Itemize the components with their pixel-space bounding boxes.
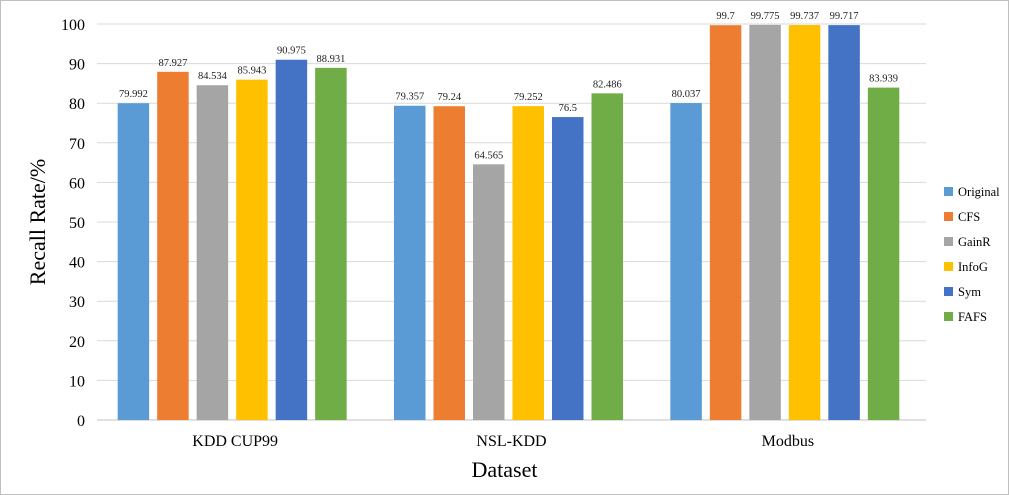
legend-swatch-cfs [944,212,953,221]
legend-swatch-fafs [944,312,953,321]
legend: Original CFS GainR InfoG Sym FAFS [944,185,1000,324]
data-label: 79.252 [514,92,543,103]
bar-sym-2 [552,117,584,420]
legend-label: Original [958,185,1000,199]
bar-infog-1 [236,79,268,421]
x-category-label: Modbus [762,433,814,450]
data-label: 79.357 [395,92,424,103]
bars [117,24,900,421]
legend-label: CFS [958,210,980,224]
bar-infog-3 [788,25,821,421]
data-label: 99.717 [830,11,859,22]
data-label: 83.939 [869,74,898,85]
bar-cfs-2 [433,106,465,421]
legend-swatch-gainr [944,237,953,246]
y-axis-title: Recall Rate/% [25,159,50,285]
data-label: 99.775 [751,11,780,22]
bar-infog-2 [512,106,544,420]
y-tick-label: 10 [69,373,85,390]
bar-original-1 [117,103,150,420]
bar-fafs-2 [591,93,623,420]
y-tick-label: 70 [69,136,85,153]
legend-swatch-original [944,187,953,196]
data-label: 64.565 [474,150,503,161]
bar-gainr-2 [473,164,505,420]
bar-cfs-3 [709,25,742,421]
legend-label: GainR [958,235,991,249]
data-label: 76.5 [559,103,577,114]
y-axis-ticks: 0 10 20 30 40 50 60 70 80 90 100 [61,17,85,430]
legend-swatch-sym [944,287,953,296]
y-tick-label: 100 [61,17,85,34]
x-category-label: NSL-KDD [476,433,546,450]
data-label: 88.931 [316,54,345,65]
legend-label: InfoG [958,260,988,274]
bar-original-3 [670,103,702,421]
y-tick-label: 80 [69,96,85,113]
data-label: 99.737 [790,11,819,22]
data-label: 85.943 [237,66,266,77]
data-label: 80.037 [672,89,701,100]
legend-swatch-infog [944,262,953,271]
y-tick-label: 50 [69,215,85,232]
bar-original-2 [394,105,426,420]
y-tick-label: 40 [69,255,85,272]
bar-cfs-1 [157,71,189,420]
x-category-label: KDD CUP99 [192,433,278,450]
data-label: 90.975 [277,46,306,57]
bar-fafs-1 [315,67,347,420]
x-axis-title: Dataset [472,457,538,482]
x-axis-categories: KDD CUP99 NSL-KDD Modbus [192,433,814,450]
bar-gainr-1 [196,85,229,420]
bar-fafs-3 [867,87,900,420]
data-label: 99.7 [716,11,734,22]
bar-gainr-3 [749,24,781,421]
data-labels: 79.992 87.927 84.534 85.943 90.975 88.931 79.3… [119,11,898,161]
y-tick-label: 0 [77,413,85,430]
data-label: 84.534 [198,71,228,82]
data-label: 82.486 [593,79,622,90]
bar-sym-1 [275,59,308,420]
legend-label: FAFS [958,310,987,324]
gridlines [97,23,926,421]
data-label: 87.927 [158,58,187,69]
data-label: 79.992 [119,89,148,100]
y-tick-label: 90 [69,57,85,74]
y-tick-label: 60 [69,175,85,192]
y-tick-label: 20 [69,334,85,351]
bar-sym-3 [828,25,860,421]
y-tick-label: 30 [69,294,85,311]
data-label: 79.24 [437,92,461,103]
legend-label: Sym [958,285,981,299]
